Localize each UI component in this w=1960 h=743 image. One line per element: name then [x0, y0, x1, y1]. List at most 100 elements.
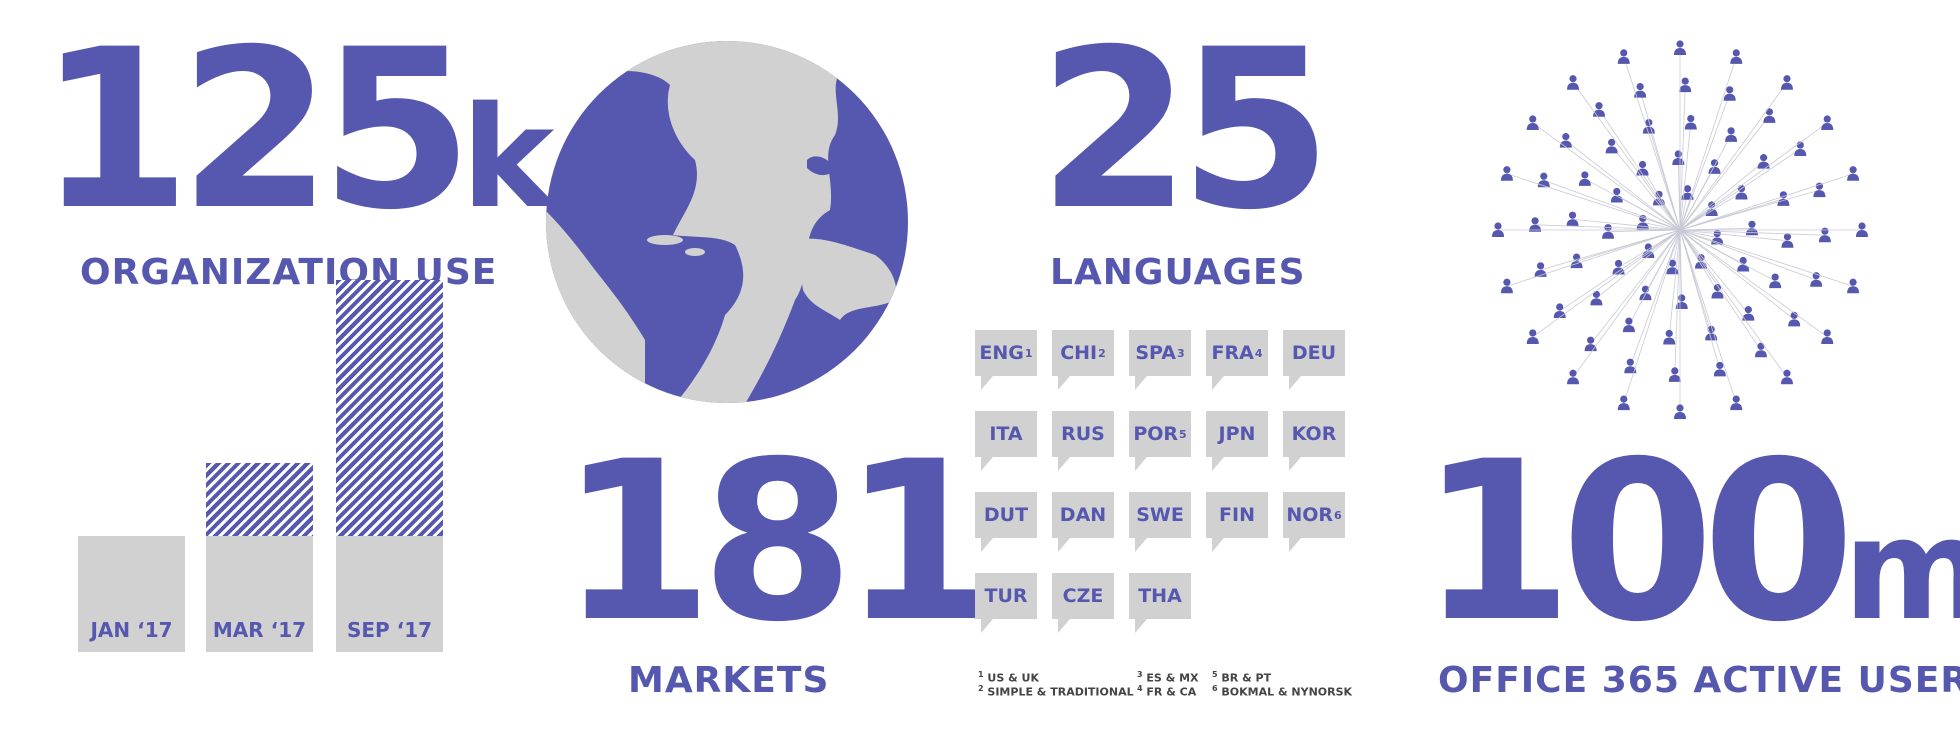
language-code: DAN — [1059, 504, 1107, 526]
language-bubble: DUT — [975, 492, 1037, 552]
person-icon — [1711, 283, 1724, 299]
organization-count-number: 125 — [38, 2, 473, 258]
person-icon — [1763, 108, 1776, 123]
person-icon — [1737, 256, 1750, 272]
users-count-number: 100 — [1420, 414, 1855, 670]
organization-count-suffix: k — [461, 77, 554, 240]
bar-label: JAN ‘17 — [90, 618, 173, 642]
person-icon — [1794, 141, 1807, 157]
person-icon — [1610, 187, 1623, 203]
language-code: THA — [1138, 585, 1182, 607]
language-code: DEU — [1291, 342, 1337, 364]
person-icon — [1777, 191, 1790, 206]
person-icon — [1617, 395, 1630, 411]
person-icon — [1735, 184, 1748, 200]
language-bubble: DAN — [1052, 492, 1114, 552]
person-icon — [1684, 114, 1697, 130]
person-icon — [1847, 278, 1860, 294]
language-bubble: ITA — [975, 411, 1037, 471]
markets-count: 181 — [560, 414, 995, 670]
person-icon — [1674, 404, 1686, 419]
person-icon — [1537, 172, 1550, 188]
footnote-2: 2 SIMPLE & TRADITIONAL — [978, 684, 1134, 699]
person-icon — [1780, 369, 1793, 385]
language-code: FRA — [1211, 342, 1254, 364]
person-icon — [1534, 262, 1547, 277]
person-icon — [1526, 115, 1539, 131]
person-icon — [1723, 86, 1736, 101]
bar-label: MAR ‘17 — [212, 618, 307, 642]
language-code: CZE — [1062, 585, 1104, 607]
person-icon — [1567, 75, 1580, 90]
language-code: TUR — [984, 585, 1028, 607]
person-icon — [1821, 329, 1834, 344]
person-icon — [1668, 367, 1681, 382]
footnote-3: 3 ES & MX — [1137, 670, 1199, 685]
people-network-icon — [1492, 40, 1868, 419]
person-icon — [1559, 133, 1572, 148]
language-bubble: CZE — [1052, 573, 1114, 633]
person-icon — [1810, 272, 1823, 287]
footnote-4: 4 FR & CA — [1137, 684, 1197, 699]
language-code: SWE — [1136, 504, 1184, 526]
language-code: JPN — [1218, 423, 1256, 445]
person-icon — [1730, 395, 1743, 411]
person-icon — [1500, 278, 1513, 294]
person-icon — [1590, 290, 1603, 306]
person-icon — [1553, 303, 1566, 318]
language-footnote-mark: 2 — [1098, 346, 1106, 360]
person-icon — [1674, 40, 1686, 55]
person-icon — [1526, 329, 1539, 344]
person-icon — [1605, 138, 1618, 154]
globe-icon — [546, 41, 908, 403]
language-bubble: ENG 1 — [975, 330, 1037, 390]
person-icon — [1593, 102, 1606, 117]
users-count-suffix: m — [1843, 489, 1960, 652]
person-icon — [1636, 214, 1649, 230]
person-icon — [1769, 273, 1782, 289]
language-bubble: JPN — [1206, 411, 1268, 471]
person-icon — [1663, 329, 1676, 345]
bar: JAN ‘17 — [78, 535, 185, 652]
person-icon — [1500, 166, 1513, 181]
language-bubble-grid: ENG 1 CHI 2 SPA 3 FRA 4 DEU ITA RUS POR 5 JPN KOR DUT DA… — [975, 330, 1355, 650]
language-code: FIN — [1219, 504, 1255, 526]
person-icon — [1725, 127, 1738, 142]
person-icon — [1622, 317, 1635, 333]
person-icon — [1847, 166, 1860, 181]
language-footnote-mark: 3 — [1176, 346, 1185, 360]
language-bubble: THA — [1129, 573, 1191, 633]
person-icon — [1642, 243, 1655, 258]
language-bubble: POR 5 — [1129, 411, 1191, 471]
language-footnote-mark: 1 — [1024, 346, 1033, 360]
language-code: DUT — [983, 504, 1029, 526]
language-code: ITA — [989, 423, 1023, 445]
person-icon — [1742, 306, 1755, 321]
person-icon — [1856, 222, 1868, 237]
language-bubble: RUS — [1052, 411, 1114, 471]
person-icon — [1780, 75, 1793, 90]
language-bubble: FIN — [1206, 492, 1268, 552]
growth-bar-chart: JAN ‘17 MAR ‘17 SEP ‘17 — [78, 280, 458, 652]
person-icon — [1781, 233, 1794, 248]
markets-label: MARKETS — [628, 660, 830, 701]
person-icon — [1492, 222, 1504, 237]
language-bubble: SWE — [1129, 492, 1191, 552]
language-bubble: NOR 6 — [1283, 492, 1345, 552]
language-bubble: DEU — [1283, 330, 1345, 390]
person-icon — [1821, 115, 1834, 131]
person-icon — [1567, 369, 1580, 385]
person-icon — [1818, 227, 1831, 243]
language-footnote-mark: 6 — [1334, 508, 1342, 522]
language-code: CHI — [1060, 342, 1098, 364]
person-icon — [1634, 82, 1647, 98]
language-code: ENG — [979, 342, 1024, 364]
languages-count: 25 — [1038, 2, 1332, 258]
organization-count: 125k — [38, 20, 554, 240]
language-footnote-mark: 5 — [1179, 427, 1187, 441]
bar: MAR ‘17 — [206, 462, 313, 652]
bar-hatched-segment — [206, 462, 313, 536]
language-code: SPA — [1135, 342, 1176, 364]
person-icon — [1617, 49, 1630, 64]
language-code: KOR — [1291, 423, 1337, 445]
